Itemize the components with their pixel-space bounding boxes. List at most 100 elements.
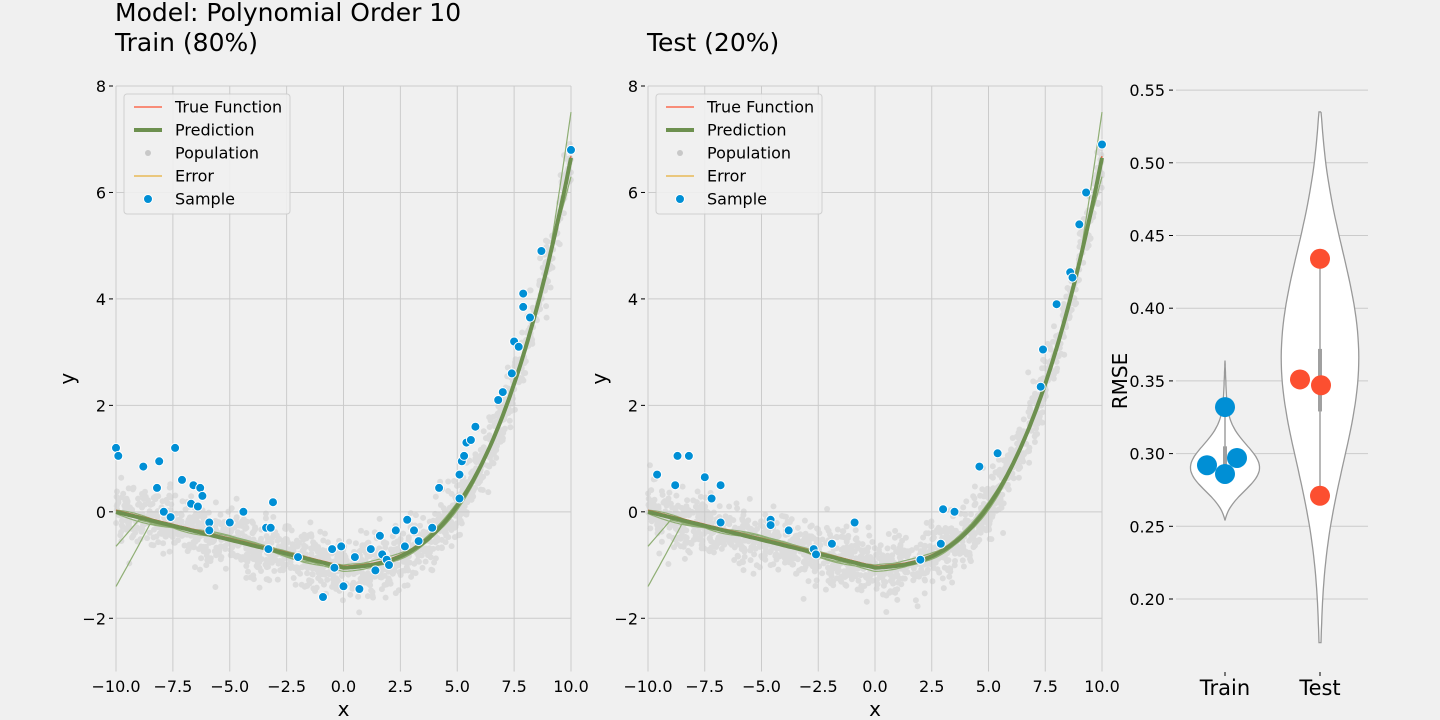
population-point [710, 509, 717, 516]
population-point [367, 577, 374, 584]
population-point [461, 503, 468, 510]
population-point [493, 412, 500, 419]
sample-point [374, 530, 385, 541]
population-point [1066, 314, 1073, 321]
population-point [256, 564, 263, 571]
population-point [694, 507, 701, 514]
population-point [536, 277, 543, 284]
population-point [680, 511, 687, 517]
population-point [1019, 452, 1026, 459]
population-point [173, 529, 180, 536]
population-point [315, 544, 322, 550]
population-point [654, 526, 661, 533]
population-point [317, 567, 324, 574]
test-rmse-point [1310, 485, 1330, 506]
population-point [844, 544, 850, 550]
population-point [364, 570, 371, 577]
population-point [988, 536, 995, 543]
population-point [121, 502, 128, 509]
population-point [222, 565, 229, 572]
population-point [555, 239, 561, 246]
population-point [271, 568, 278, 574]
population-point [718, 539, 725, 546]
population-point [468, 470, 475, 477]
population-point [360, 574, 367, 580]
population-point [203, 552, 210, 559]
population-point [401, 567, 408, 574]
population-point [917, 548, 924, 555]
population-point [417, 522, 423, 529]
population-point [680, 543, 687, 550]
population-point [378, 574, 385, 581]
population-point [215, 549, 222, 556]
violin-y-tick-label: 0.40 [1129, 299, 1165, 318]
population-point [963, 551, 970, 558]
population-point [928, 518, 935, 525]
population-point [432, 493, 439, 500]
population-point [684, 497, 691, 504]
population-point [415, 558, 422, 565]
population-point [216, 547, 223, 554]
population-point [775, 566, 782, 573]
population-point [448, 523, 455, 530]
population-point [479, 446, 486, 452]
test-y-tick-label: −2 [614, 609, 638, 628]
population-point [737, 541, 744, 548]
population-point [448, 521, 455, 528]
population-point [848, 573, 855, 580]
population-point [721, 536, 728, 543]
population-point [334, 577, 341, 584]
population-point [276, 535, 283, 542]
population-point [324, 576, 331, 583]
population-point [491, 445, 498, 452]
population-point [1098, 151, 1105, 158]
population-point [256, 584, 263, 591]
population-point [253, 551, 260, 558]
population-point [951, 548, 958, 554]
population-point [1033, 425, 1040, 432]
population-point [658, 488, 665, 495]
population-point [863, 598, 870, 605]
population-point [438, 545, 445, 552]
population-point [192, 538, 199, 545]
population-point [773, 556, 780, 563]
population-point [365, 574, 372, 581]
population-point [827, 569, 834, 576]
population-point [873, 577, 880, 583]
population-point [932, 529, 939, 536]
test-legend-label: True Function [706, 98, 814, 117]
population-point [187, 532, 194, 539]
sample-point [765, 520, 776, 531]
population-point [830, 582, 837, 589]
population-point [746, 495, 753, 502]
population-point [671, 544, 677, 551]
train-y-tick-label: 2 [96, 396, 106, 415]
population-point [1032, 390, 1038, 397]
population-point [258, 568, 264, 574]
population-point [922, 542, 928, 549]
population-point [861, 547, 868, 554]
population-point [300, 546, 307, 553]
population-point [150, 494, 157, 501]
population-point [190, 544, 197, 551]
population-point [460, 502, 467, 509]
population-point [472, 455, 479, 462]
population-point [722, 537, 728, 544]
population-point [359, 542, 366, 549]
population-point [403, 564, 410, 571]
population-point [946, 527, 953, 534]
population-point [289, 541, 296, 548]
population-point [661, 519, 668, 526]
population-point [182, 506, 189, 513]
population-point [1072, 301, 1079, 308]
population-point [234, 552, 241, 559]
population-point [815, 538, 822, 544]
population-point [213, 544, 220, 551]
population-point [356, 548, 363, 555]
population-point [771, 530, 778, 537]
population-point [123, 526, 130, 533]
population-point [786, 553, 793, 560]
population-point [986, 526, 993, 533]
population-point [829, 579, 835, 586]
population-point [310, 539, 317, 546]
